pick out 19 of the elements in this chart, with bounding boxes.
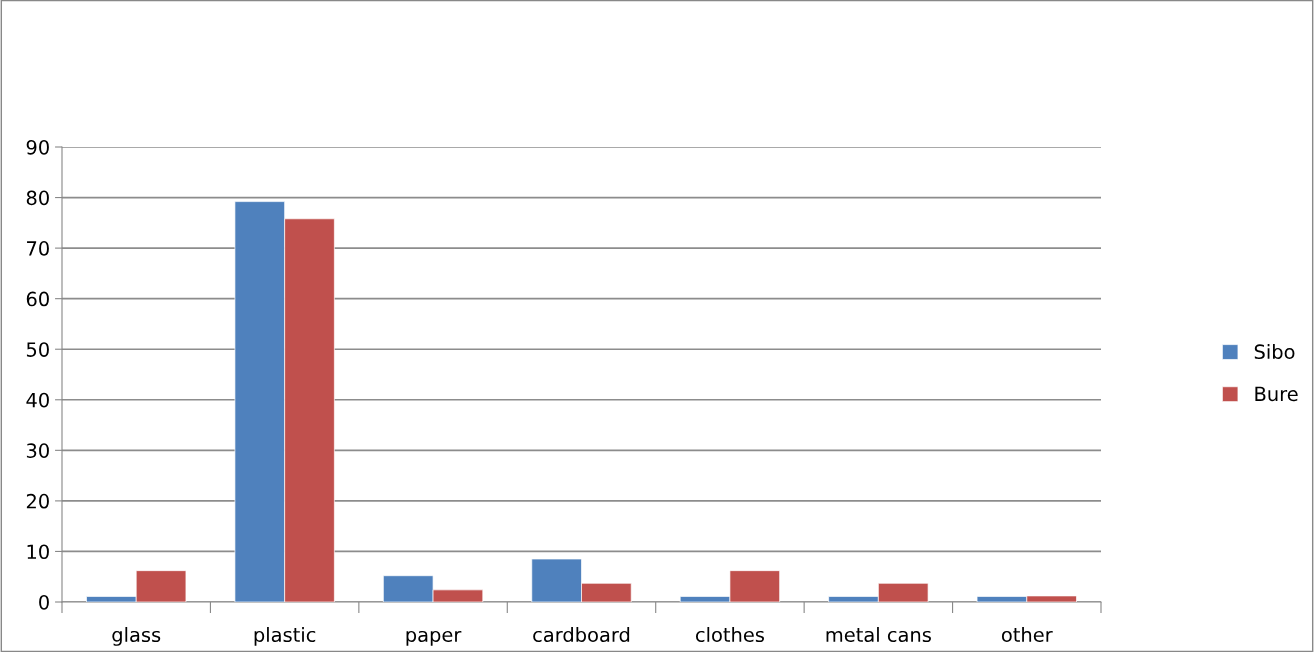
legend-label: Bure	[1255, 386, 1298, 402]
y-tick-label: 50	[26, 342, 49, 357]
y-tick-label: 10	[27, 544, 49, 560]
x-tick-label: other	[1001, 627, 1053, 643]
x-tick-label: plastic	[254, 627, 316, 646]
y-tick-label: 30	[26, 443, 49, 458]
x-tick-label: clothes	[695, 627, 764, 643]
x-tick-label: glass	[112, 627, 161, 646]
y-tick-label: 40	[26, 392, 49, 408]
x-tick-label: cardboard	[533, 627, 630, 643]
y-tick-label: 80	[26, 190, 49, 206]
x-tick-label: metal cans	[826, 627, 931, 643]
y-tick-label: 60	[26, 291, 49, 307]
y-tick-label: 90	[26, 139, 49, 155]
y-tick-label: 20	[26, 493, 49, 509]
legend-label: Sibo	[1254, 344, 1295, 360]
x-tick-label: paper	[406, 630, 462, 646]
y-tick-label: 70	[27, 241, 49, 256]
y-tick-label: 0	[39, 594, 49, 610]
